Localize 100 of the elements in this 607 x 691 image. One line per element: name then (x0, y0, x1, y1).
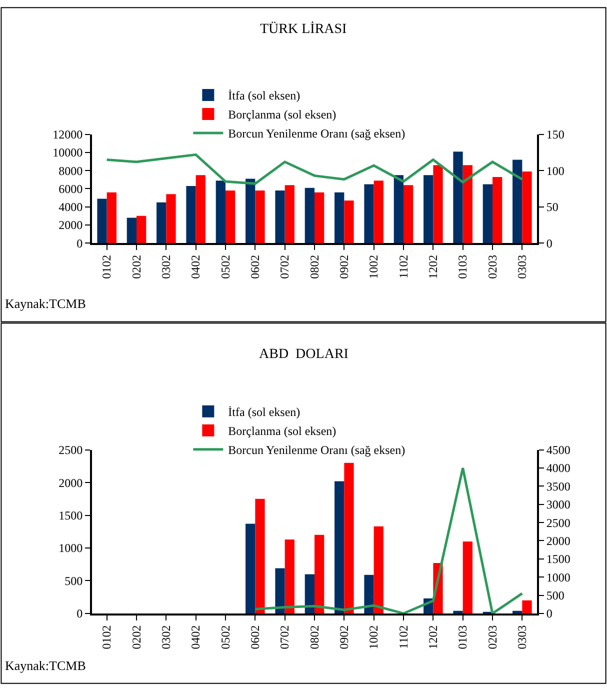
y-tick-label: 12000 (52, 128, 83, 142)
y-tick-label: 2500 (58, 443, 83, 458)
bar (462, 541, 472, 614)
legend-label: Borcun Yenilenme Oranı (sağ eksen) (228, 443, 406, 458)
y-tick-label: 2000 (58, 476, 83, 490)
y2-tick-label: 3000 (546, 498, 570, 512)
y2-tick-label: 150 (546, 128, 564, 142)
text: Kaynak:TCMB (5, 658, 86, 673)
bar (512, 160, 522, 244)
bar (255, 498, 265, 614)
y2-tick-label: 50 (546, 200, 558, 214)
bar (364, 574, 374, 614)
bar (344, 200, 354, 244)
bar (344, 462, 354, 614)
bar (462, 165, 472, 244)
x-tick-label: 1102 (396, 254, 410, 278)
x-tick-label: 0302 (159, 625, 174, 650)
x-tick-label: 0203 (485, 625, 500, 650)
x-tick-label: 0902 (337, 625, 352, 650)
bar (186, 186, 196, 244)
legend-label: Borçlanma (sol eksen) (228, 424, 336, 438)
chart-title: ABD DOLARI (259, 347, 349, 362)
y-tick-label: 1500 (58, 508, 83, 522)
y-tick-label: 6000 (58, 182, 83, 196)
y-tick-label: 10000 (52, 146, 83, 160)
x-tick-label: 1002 (366, 254, 381, 279)
x-tick-label: 0202 (129, 254, 144, 279)
x-tick-label: 1202 (426, 625, 440, 650)
x-tick-label: 0103 (456, 625, 470, 650)
x-tick-label: 0402 (188, 254, 203, 279)
y2-tick-label: 100 (546, 164, 564, 178)
chart-title: TÜRK LİRASI (260, 21, 348, 37)
x-tick-label: 0502 (218, 625, 232, 650)
bar (424, 175, 434, 244)
y2-tick-label: 1500 (546, 552, 570, 566)
x-tick-label: 0702 (278, 625, 292, 650)
bar (136, 216, 146, 244)
line-series (254, 466, 524, 614)
y-tick-label: 4000 (58, 200, 83, 214)
bar (522, 600, 532, 614)
bar (166, 194, 176, 244)
x-tick-label: 0702 (278, 254, 292, 279)
x-tick-label: 0202 (129, 625, 144, 650)
bar (246, 178, 256, 244)
bar (255, 190, 265, 244)
legend-label: İtfa (sol eksen) (228, 88, 300, 103)
bar (196, 175, 206, 244)
x-tick-label: 0102 (100, 625, 114, 650)
x-tick-label: 0102 (100, 254, 114, 279)
y2-tick-label: 0 (546, 606, 552, 621)
bar (284, 185, 294, 244)
x-tick-label: 0402 (188, 625, 203, 650)
bar (226, 190, 236, 244)
y2-tick-label: 0 (546, 236, 552, 250)
bar (284, 540, 294, 614)
bar (106, 192, 116, 244)
x-tick-label: 0502 (218, 254, 232, 279)
x-tick-label: 0303 (515, 254, 530, 279)
bar (275, 568, 285, 614)
bar (374, 180, 384, 244)
bar (404, 185, 414, 244)
bar (314, 192, 324, 244)
x-tick-label: 0902 (337, 254, 352, 279)
bar (246, 524, 256, 614)
x-tick-label: 0303 (515, 625, 530, 650)
y-tick-label: 8000 (58, 164, 83, 178)
legend-label: Borçlanma (sol eksen) (228, 108, 336, 122)
y2-tick-label: 1000 (546, 570, 570, 584)
bar (304, 574, 314, 614)
y2-tick-label: 4000 (546, 461, 570, 476)
bar (364, 184, 374, 244)
x-tick-label: 0802 (307, 254, 322, 279)
bar (275, 190, 285, 244)
bar (374, 526, 384, 614)
x-tick-label: 1102 (396, 625, 410, 649)
y2-tick-label: 2000 (546, 534, 570, 548)
y-tick-label: 500 (64, 574, 83, 588)
line-series (106, 153, 524, 185)
legend-label: İtfa (sol eksen) (228, 405, 300, 420)
bar (453, 152, 463, 244)
y2-tick-label: 4500 (546, 443, 570, 458)
y-tick-label: 0 (76, 236, 83, 250)
bar (334, 481, 344, 614)
bar (492, 176, 502, 244)
x-tick-label: 0103 (456, 254, 470, 279)
x-tick-label: 0602 (248, 625, 262, 650)
y2-tick-label: 2500 (546, 516, 570, 530)
bar (314, 534, 324, 614)
x-tick-label: 0602 (248, 254, 262, 279)
y-tick-label: 2000 (58, 218, 83, 232)
y2-tick-label: 3500 (546, 479, 570, 494)
legend-label: Borcun Yenilenme Oranı (sağ eksen) (228, 126, 406, 141)
bar (334, 192, 344, 244)
bar (453, 610, 463, 614)
y2-tick-label: 500 (546, 588, 564, 602)
x-tick-label: 1002 (366, 625, 381, 650)
text: Kaynak:TCMB (5, 296, 86, 311)
x-tick-label: 0302 (159, 254, 174, 279)
bar (394, 175, 404, 244)
x-tick-label: 1202 (426, 254, 440, 279)
